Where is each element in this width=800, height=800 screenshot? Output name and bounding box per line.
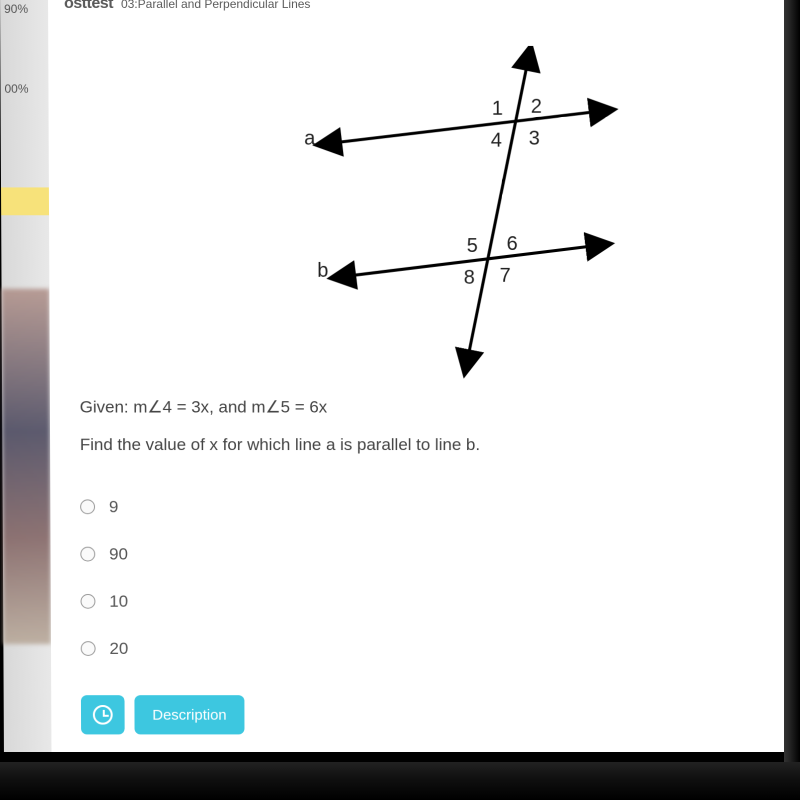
answer-option[interactable]: 9 <box>80 483 758 530</box>
device-viewport: 90% 00% osttest 03:Parallel and Perpendi… <box>0 0 800 800</box>
question-text: Given: m∠4 = 3x, and m∠5 = 6x Find the v… <box>80 392 758 462</box>
breadcrumb-header: osttest 03:Parallel and Perpendicular Li… <box>48 0 790 18</box>
radio-icon[interactable] <box>81 594 96 609</box>
angle-8-label: 8 <box>464 267 475 290</box>
progress-90-label: 90% <box>0 0 48 20</box>
radio-icon[interactable] <box>80 499 95 514</box>
question-content: a b 1 2 3 4 5 6 7 8 Given: m∠4 = 3x, and… <box>48 18 790 752</box>
transversal-diagram: a b 1 2 3 4 5 6 7 8 <box>209 46 629 384</box>
clock-icon <box>93 705 113 725</box>
angle-6-label: 6 <box>507 233 518 256</box>
device-bezel-right <box>784 0 800 800</box>
angle-1-label: 1 <box>492 98 503 121</box>
angle-2-label: 2 <box>531 96 542 119</box>
line-a-label: a <box>304 128 315 151</box>
answer-option[interactable]: 90 <box>80 531 757 578</box>
answer-option[interactable]: 10 <box>80 578 757 625</box>
description-button-label: Description <box>152 706 226 723</box>
option-label: 20 <box>109 639 128 659</box>
history-button[interactable] <box>81 695 125 734</box>
answer-options: 9 90 10 20 <box>80 483 758 672</box>
given-connector: , and <box>209 398 247 417</box>
angle-7-label: 7 <box>500 265 511 288</box>
option-label: 10 <box>109 592 128 612</box>
diagram-container: a b 1 2 3 4 5 6 7 8 <box>78 46 760 384</box>
answer-option[interactable]: 20 <box>81 625 757 672</box>
expression-1: m∠4 = 3x <box>133 398 209 417</box>
sidebar-background-blur <box>2 289 51 644</box>
posttest-title-partial: osttest <box>64 0 113 13</box>
description-button[interactable]: Description <box>134 695 244 734</box>
radio-icon[interactable] <box>80 547 95 562</box>
angle-5-label: 5 <box>467 235 478 258</box>
expression-2: m∠5 = 6x <box>251 398 327 417</box>
question-prompt: Find the value of x for which line a is … <box>80 430 758 462</box>
progress-00-label: 00% <box>0 78 48 100</box>
lesson-breadcrumb: 03:Parallel and Perpendicular Lines <box>121 0 310 11</box>
progress-sidebar: 90% 00% <box>0 0 51 752</box>
radio-icon[interactable] <box>81 641 96 656</box>
bottom-toolbar: Description <box>81 695 245 734</box>
angle-3-label: 3 <box>529 128 540 151</box>
line-b-label: b <box>317 260 328 283</box>
given-label: Given: <box>80 398 129 417</box>
option-label: 90 <box>109 544 128 564</box>
screen-area: 90% 00% osttest 03:Parallel and Perpendi… <box>0 0 790 752</box>
option-label: 9 <box>109 497 118 517</box>
sidebar-selection-highlight <box>1 187 49 215</box>
device-bezel-bottom <box>0 762 800 800</box>
angle-4-label: 4 <box>491 130 502 153</box>
